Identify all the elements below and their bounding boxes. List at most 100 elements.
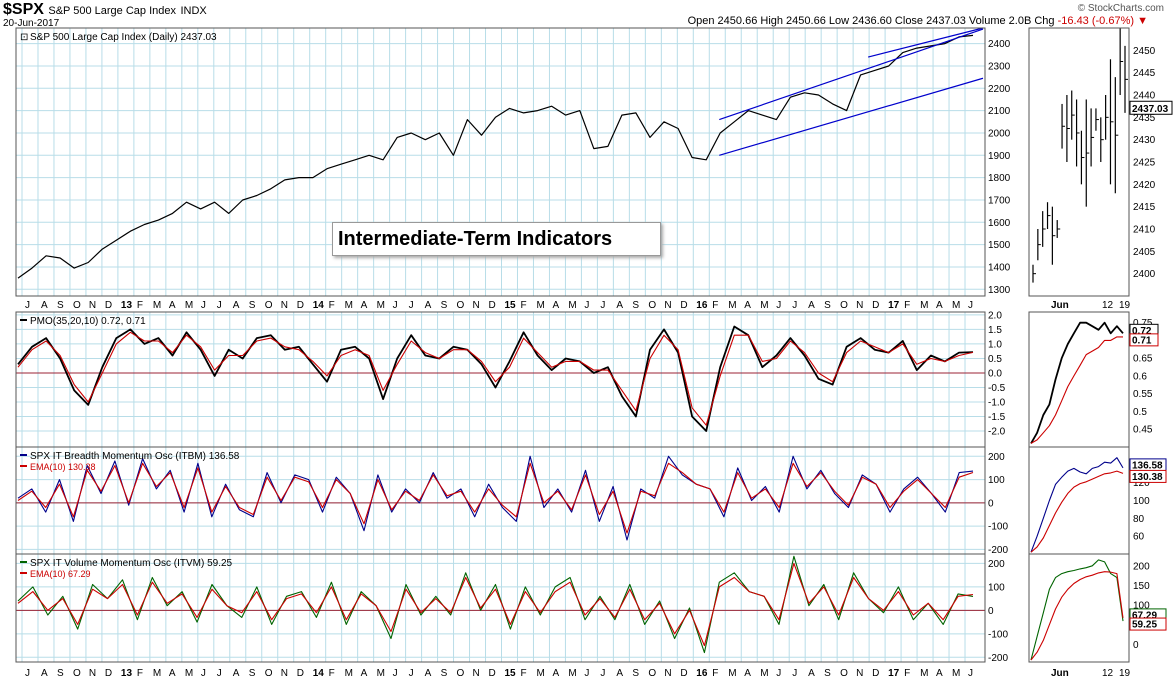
zoom-y-tick-label: 0.45 — [1133, 425, 1153, 436]
x-tick-label: N — [473, 300, 480, 311]
x-tick-label: J — [25, 300, 30, 311]
y-tick-label: 1900 — [988, 151, 1011, 162]
ohlc-summary: Open 2450.66 High 2450.66 Low 2436.60 Cl… — [688, 15, 1148, 27]
y-tick-label: 1800 — [988, 173, 1011, 184]
zoom-y-tick-label: 2410 — [1133, 225, 1156, 236]
zoom-y-tick-label: 2425 — [1133, 158, 1156, 169]
x-tick-label: S — [824, 300, 831, 311]
x-tick-label: S — [441, 668, 448, 679]
y-tick-label: -100 — [988, 522, 1008, 533]
zoom-y-tick-label: 150 — [1133, 581, 1150, 592]
x-tick-label: J — [792, 668, 797, 679]
zoom-y-tick-label: 2445 — [1133, 68, 1156, 79]
y-tick-label: 0 — [988, 606, 994, 617]
zoom-y-tick-label: 120 — [1133, 478, 1150, 489]
x-tick-label: D — [489, 668, 496, 679]
x-tick-label: J — [792, 300, 797, 311]
copyright: © StockCharts.com — [1077, 3, 1164, 14]
x-tick-label: M — [728, 300, 736, 311]
x-tick-label: J — [584, 300, 589, 311]
x-tick-label: D — [680, 300, 687, 311]
x-tick-label: D — [872, 668, 879, 679]
price-series-line — [17, 34, 974, 279]
x-tick-label: S — [632, 300, 639, 311]
x-tick-label: M — [568, 668, 576, 679]
x-tick-label: F — [520, 668, 526, 679]
zoom-y-tick-label: 2430 — [1133, 135, 1156, 146]
y-tick-label: -200 — [988, 653, 1008, 664]
x-tick-label: 13 — [121, 668, 133, 679]
x-tick-label: A — [936, 300, 943, 311]
x-tick-label: A — [552, 668, 559, 679]
x-tick-label: D — [489, 300, 496, 311]
x-tick-label: M — [185, 668, 193, 679]
y-tick-label: 2100 — [988, 106, 1011, 117]
x-tick-label: 14 — [313, 668, 325, 679]
x-tick-label: M — [952, 668, 960, 679]
x-tick-label: 16 — [696, 300, 708, 311]
x-tick-label: A — [616, 668, 623, 679]
ohlc-values: Open 2450.66 High 2450.66 Low 2436.60 Cl… — [687, 15, 1055, 27]
zoom-x-tick-label: 12 — [1102, 668, 1114, 679]
y-tick-label: 2200 — [988, 84, 1011, 95]
x-tick-label: A — [616, 300, 623, 311]
badge-value: 136.58 — [1132, 460, 1163, 471]
x-tick-label: O — [73, 300, 81, 311]
zoom-y-tick-label: 0.5 — [1133, 407, 1147, 418]
x-tick-label: O — [840, 300, 848, 311]
exchange: INDX — [180, 5, 207, 17]
x-tick-label: M — [185, 300, 193, 311]
x-tick-label: A — [552, 300, 559, 311]
legend-price: S&P 500 Large Cap Index (Daily) 2437.03 — [30, 32, 217, 43]
x-tick-label: 15 — [505, 300, 517, 311]
zoom-y-tick-label: 200 — [1133, 561, 1150, 572]
zoom-pane-frame — [1028, 311, 1130, 448]
zoom-y-tick-label: 2400 — [1133, 269, 1156, 280]
badge-box — [1129, 617, 1167, 631]
last-value-badge: 130.38 — [1129, 469, 1167, 483]
trend-line — [719, 77, 984, 156]
x-tick-label: N — [664, 668, 671, 679]
zoom-x-tick-label: 12 — [1102, 300, 1114, 311]
x-tick-label: O — [648, 300, 656, 311]
badge-value: 2437.03 — [1132, 104, 1169, 115]
zoom-y-tick-label: 2405 — [1133, 247, 1156, 258]
zoom-y-tick-label: 0.75 — [1133, 318, 1153, 329]
y-tick-label: 0.5 — [988, 354, 1002, 365]
y-tick-label: -200 — [988, 545, 1008, 556]
x-tick-label: A — [425, 300, 432, 311]
x-tick-label: N — [473, 668, 480, 679]
x-tick-label: S — [249, 668, 256, 679]
x-tick-label: N — [281, 300, 288, 311]
x-tick-label: O — [648, 668, 656, 679]
x-tick-label: J — [201, 300, 206, 311]
x-tick-label: N — [89, 300, 96, 311]
x-tick-label: M — [345, 300, 353, 311]
x-tick-label: D — [105, 300, 112, 311]
zoom-y-tick-label: 80 — [1133, 514, 1145, 525]
x-tick-label: J — [600, 300, 605, 311]
x-tick-label: M — [920, 300, 928, 311]
zoom-x-tick-label: Jun — [1051, 668, 1069, 679]
x-tick-label: F — [712, 300, 718, 311]
x-tick-label: S — [441, 300, 448, 311]
x-tick-label: A — [744, 300, 751, 311]
x-tick-label: F — [904, 668, 910, 679]
badge-box — [1129, 100, 1173, 115]
y-tick-label: 100 — [988, 582, 1005, 593]
zoom-signal-line — [1030, 571, 1124, 661]
zoom-indicator-line — [1030, 321, 1124, 444]
last-value-badge: 136.58 — [1129, 458, 1167, 472]
x-tick-label: J — [393, 300, 398, 311]
trend-line — [719, 28, 984, 121]
zoom-y-tick-label: 100 — [1133, 496, 1150, 507]
signal-line — [17, 462, 974, 534]
x-tick-label: A — [936, 668, 943, 679]
legend-itbm-ema: EMA(10) 130.38 — [30, 462, 96, 472]
x-tick-label: A — [169, 668, 176, 679]
x-tick-label: A — [361, 300, 368, 311]
y-tick-label: 1.5 — [988, 325, 1002, 336]
change-value: -16.43 (-0.67%) — [1057, 15, 1135, 27]
y-tick-label: -0.5 — [988, 383, 1006, 394]
